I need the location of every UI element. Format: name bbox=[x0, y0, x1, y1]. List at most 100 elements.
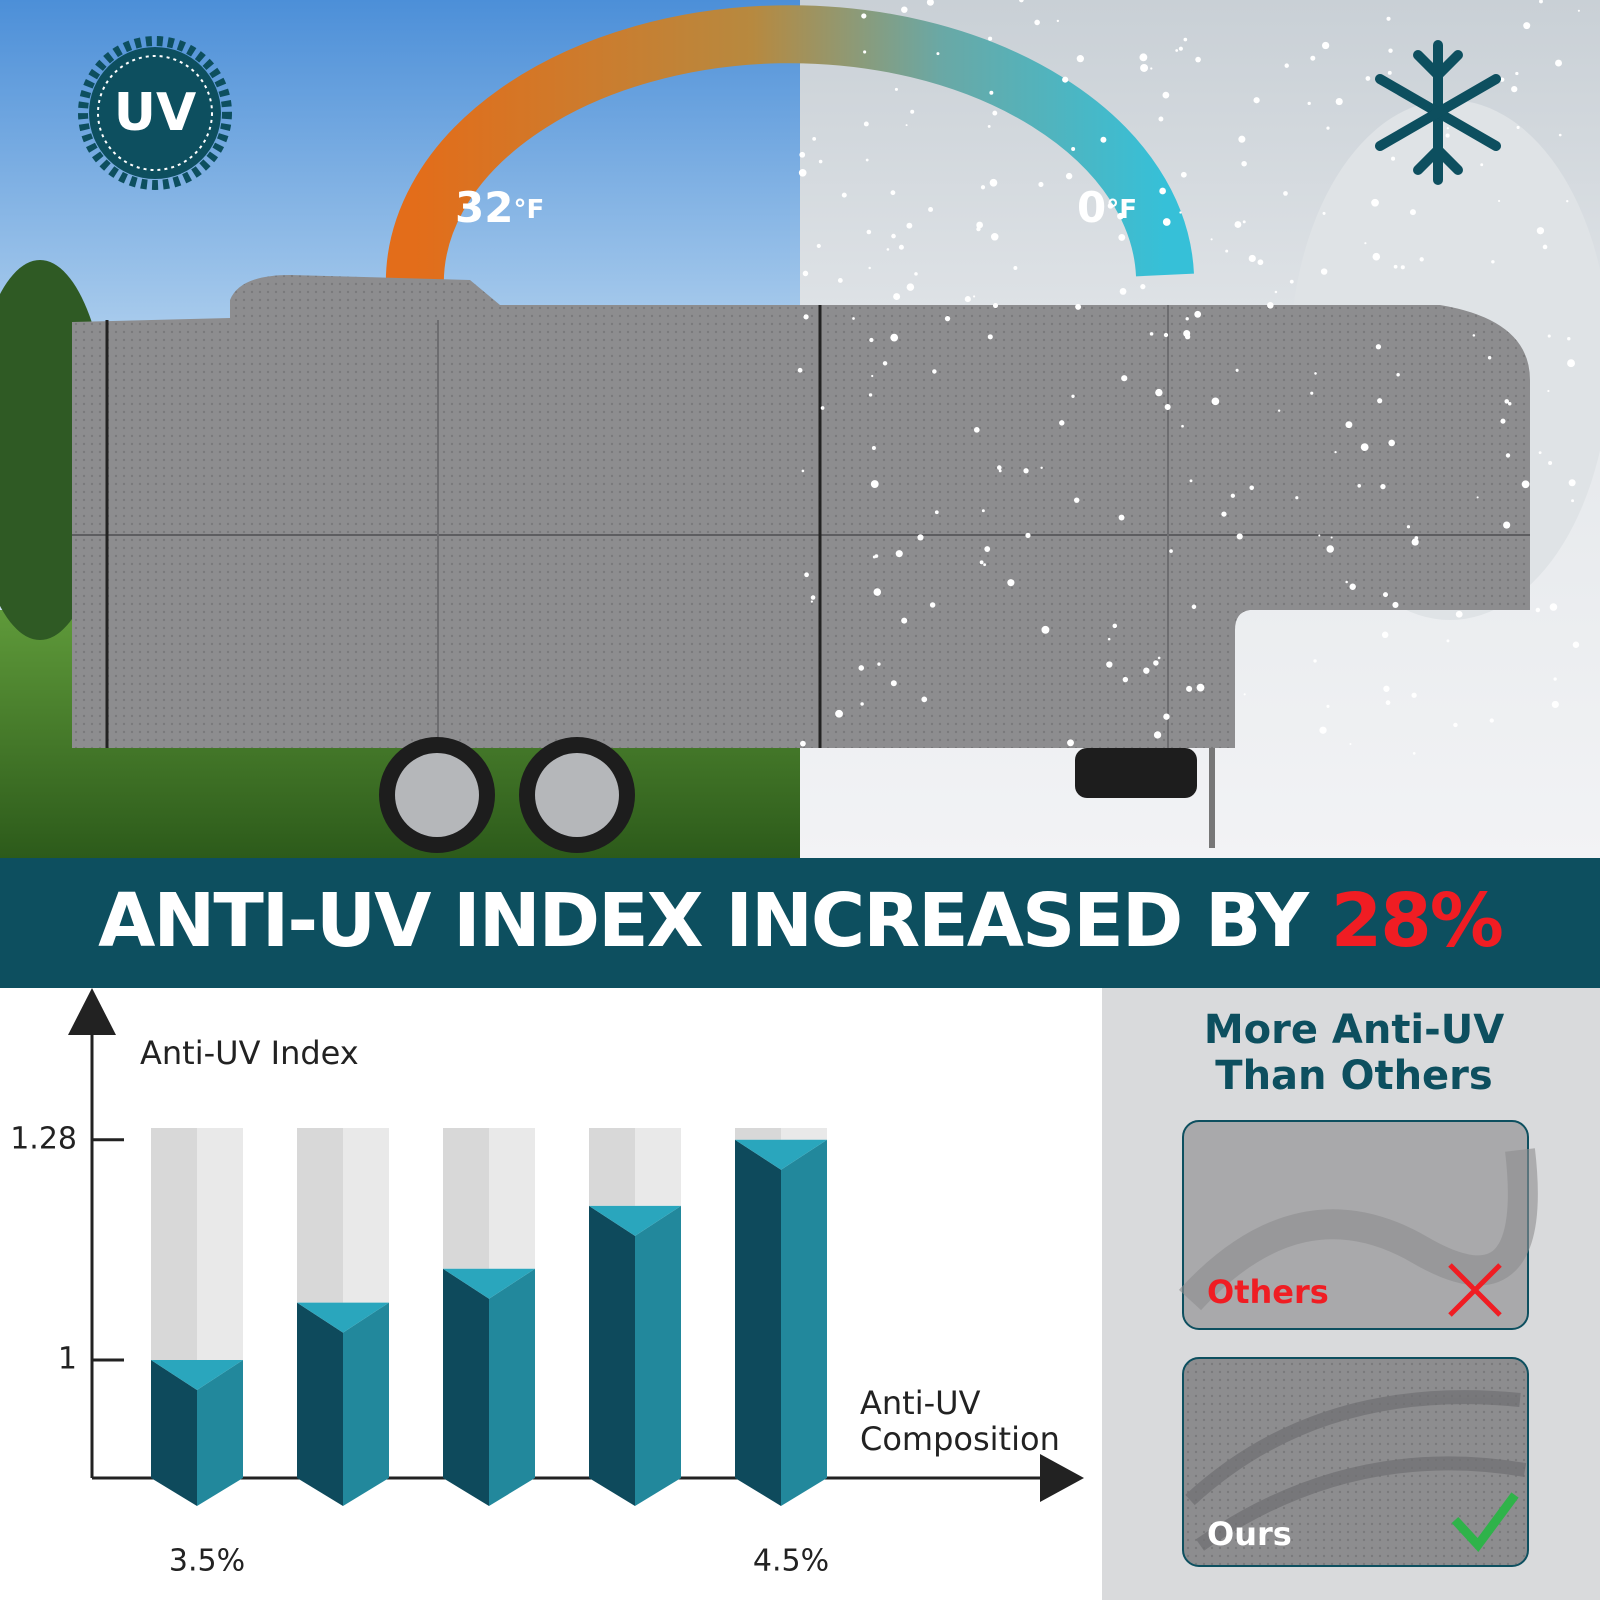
snowflake bbox=[863, 121, 869, 127]
snowflake bbox=[910, 109, 915, 114]
snowflake bbox=[1118, 514, 1125, 521]
snowflake bbox=[866, 229, 872, 235]
snowflake bbox=[1221, 511, 1227, 517]
snowflake bbox=[976, 221, 984, 229]
snowflake bbox=[1100, 136, 1107, 143]
bar bbox=[735, 1139, 781, 1506]
snowflake bbox=[1155, 388, 1163, 397]
snowflake bbox=[1320, 268, 1328, 275]
snowflake bbox=[1375, 344, 1382, 350]
banner-text: ANTI-UV INDEX INCREASED BY 28% bbox=[98, 878, 1502, 964]
snowflake bbox=[1235, 368, 1239, 372]
snowflake bbox=[1150, 67, 1153, 70]
bar-shadow bbox=[343, 1128, 389, 1303]
snowflake bbox=[983, 563, 987, 567]
snowflake bbox=[1158, 116, 1164, 122]
bar bbox=[635, 1205, 681, 1506]
snowflake bbox=[1321, 41, 1330, 50]
snowflake bbox=[1059, 420, 1065, 426]
temperature-label: 0°F bbox=[1077, 183, 1137, 232]
snowflake bbox=[1446, 639, 1450, 643]
snowflake bbox=[989, 90, 994, 95]
snowflake bbox=[1498, 199, 1501, 203]
snowflake bbox=[1143, 667, 1150, 674]
snowflake bbox=[1107, 203, 1114, 209]
snowflake bbox=[877, 662, 881, 666]
snowflake bbox=[1326, 126, 1330, 130]
snowflake bbox=[921, 696, 928, 703]
snowflake bbox=[934, 510, 939, 515]
snowflake bbox=[898, 244, 904, 250]
snowflake bbox=[895, 550, 903, 558]
snowflake bbox=[1568, 479, 1576, 487]
snowflake bbox=[1349, 743, 1352, 746]
bar bbox=[589, 1205, 635, 1506]
snowflake bbox=[1019, 0, 1024, 3]
snowflake bbox=[1318, 534, 1321, 537]
snowflake bbox=[1393, 264, 1398, 269]
ours-swatch bbox=[1182, 1357, 1529, 1567]
bar bbox=[781, 1139, 827, 1506]
bar-shadow bbox=[489, 1128, 535, 1269]
snowflake bbox=[1307, 101, 1311, 106]
snowflake bbox=[868, 266, 871, 270]
snowflake bbox=[1387, 70, 1392, 75]
snowflake bbox=[1310, 55, 1316, 61]
snowflake bbox=[1253, 97, 1260, 104]
snowflake bbox=[926, 0, 934, 6]
snowflake bbox=[1538, 451, 1542, 455]
snowflake bbox=[1521, 480, 1530, 489]
snowflake bbox=[1023, 468, 1029, 474]
snowflake bbox=[860, 702, 864, 706]
snowflake bbox=[1257, 259, 1264, 266]
snowflake bbox=[1185, 317, 1189, 321]
snowflake bbox=[998, 469, 1002, 473]
bar bbox=[343, 1302, 389, 1506]
snowflake bbox=[812, 136, 817, 141]
snowflake bbox=[1396, 373, 1400, 377]
snowflake bbox=[1248, 254, 1256, 263]
banner bbox=[0, 858, 1600, 988]
snowflake bbox=[1326, 704, 1330, 708]
snowflake bbox=[1455, 610, 1463, 618]
snowflake bbox=[894, 87, 898, 91]
snowflake bbox=[874, 554, 879, 558]
snowflake bbox=[992, 303, 999, 309]
snowflake bbox=[1295, 496, 1299, 500]
snowflake bbox=[1383, 685, 1390, 692]
snowflake bbox=[1500, 418, 1506, 424]
snowflake bbox=[837, 278, 843, 283]
snowflake bbox=[804, 572, 809, 578]
snowflake bbox=[984, 546, 991, 552]
snowflake bbox=[1382, 592, 1388, 598]
snowflake bbox=[1164, 404, 1171, 411]
snowflake bbox=[1118, 233, 1126, 241]
snowflake bbox=[988, 36, 993, 41]
snowflake bbox=[1106, 661, 1113, 668]
bar-cap bbox=[443, 1268, 535, 1299]
x-axis-arrow bbox=[1040, 1454, 1084, 1502]
temperature-label: 32°F bbox=[455, 183, 544, 232]
snowflake bbox=[1067, 739, 1074, 747]
snowflake bbox=[1319, 726, 1327, 734]
snowflake bbox=[816, 243, 821, 249]
snowflake bbox=[1504, 399, 1509, 404]
bar bbox=[489, 1268, 535, 1506]
temperature-arc bbox=[385, 5, 1194, 292]
snowflake bbox=[1162, 218, 1171, 226]
snowflake bbox=[1349, 583, 1356, 590]
snowflake bbox=[1071, 394, 1075, 398]
snowflake bbox=[987, 334, 993, 340]
snowflake bbox=[1572, 641, 1580, 649]
badge-ring bbox=[97, 55, 213, 171]
snowflake bbox=[1491, 260, 1495, 264]
snowflake bbox=[1056, 19, 1060, 23]
snowflake bbox=[1184, 334, 1191, 340]
snowflake bbox=[1277, 409, 1281, 412]
snowflake bbox=[1314, 372, 1317, 375]
snowflake bbox=[800, 740, 806, 747]
snowflake bbox=[873, 588, 882, 596]
snowflake bbox=[1539, 0, 1543, 4]
x-tick-label: 3.5% bbox=[169, 1544, 245, 1579]
check-icon bbox=[1451, 1492, 1519, 1553]
